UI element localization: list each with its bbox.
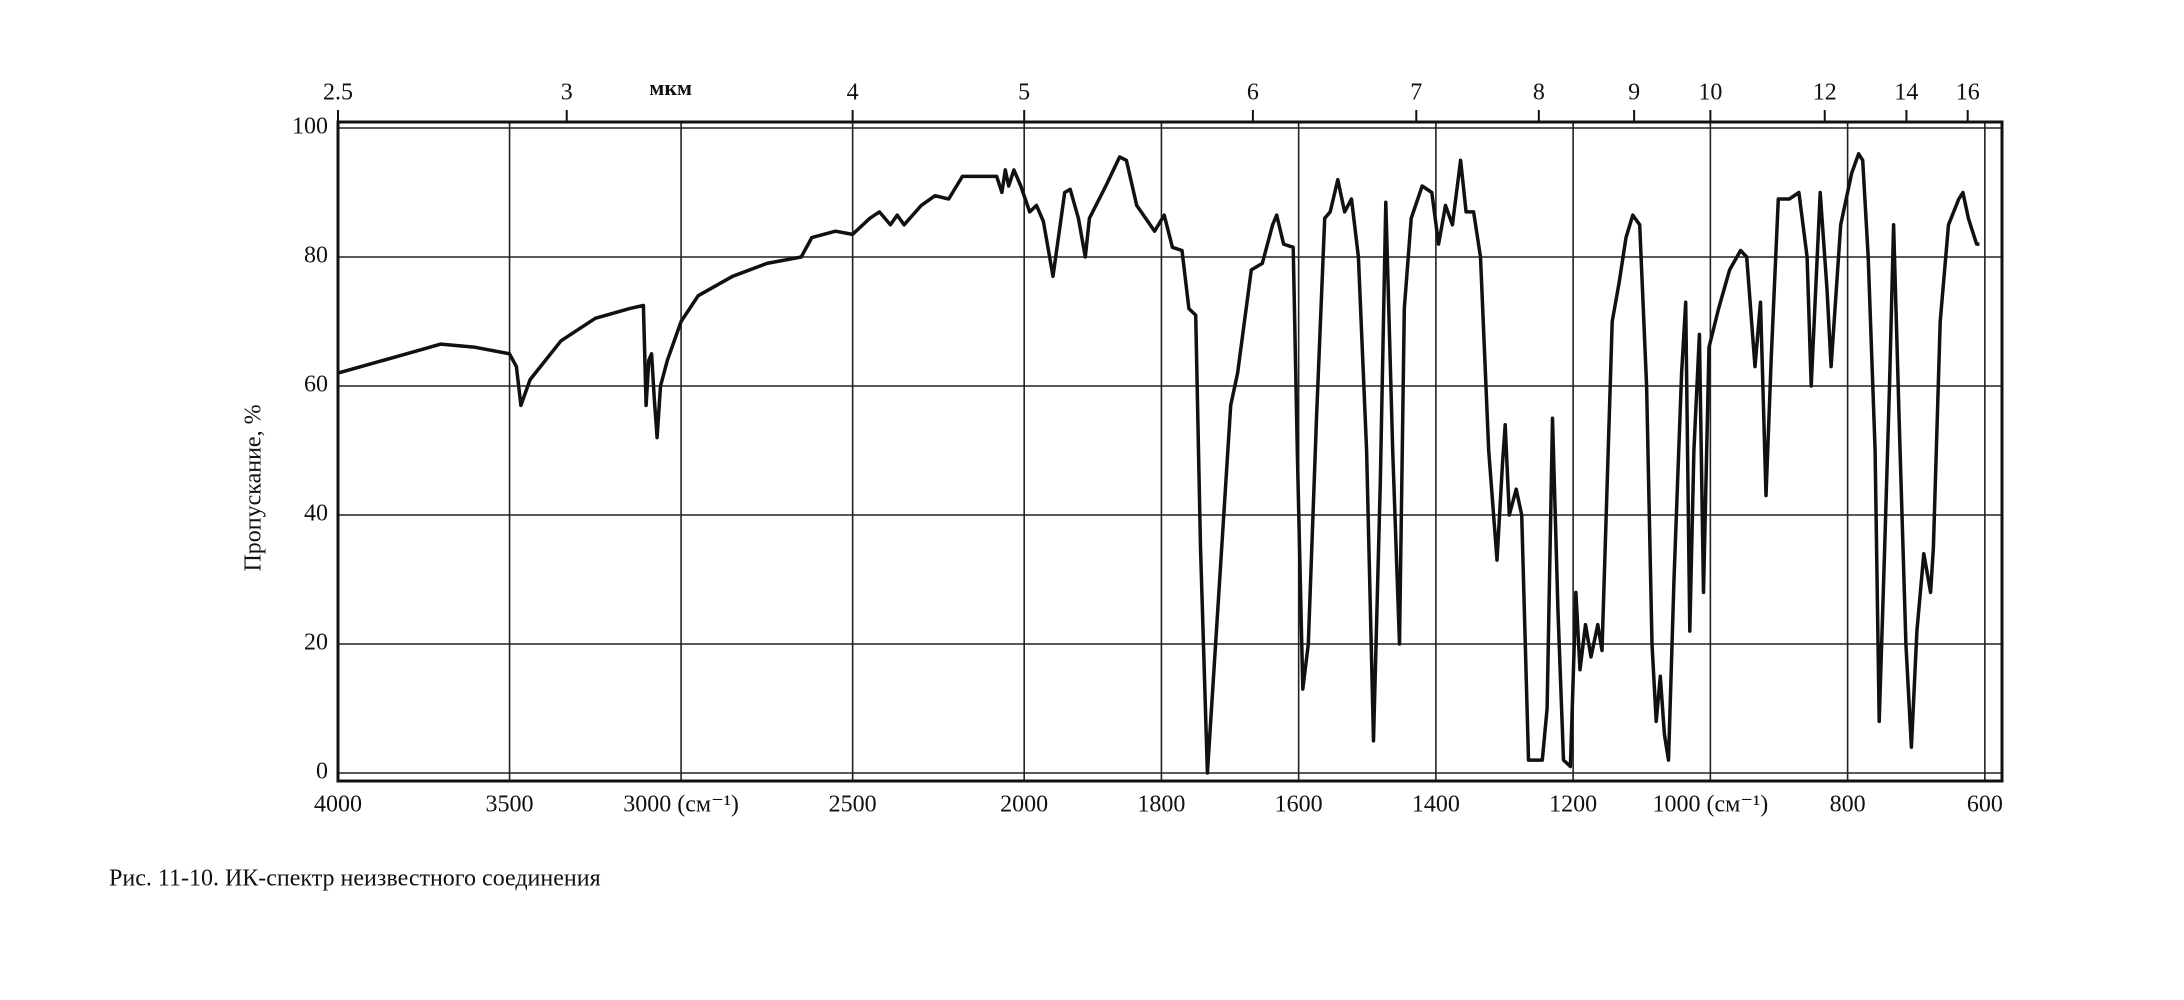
top-tick-label: 4: [847, 80, 859, 106]
plot-frame: [336, 120, 2004, 783]
x-tick-label: 1200: [1549, 792, 1597, 818]
top-tick-label: 12: [1813, 80, 1837, 106]
x-tick-label: 1400: [1412, 792, 1460, 818]
top-tick-label: 10: [1698, 80, 1722, 106]
x-tick-label: 1000 (см⁻¹): [1653, 792, 1769, 818]
y-tick-label: 60: [304, 372, 328, 398]
x-tick-label: 4000: [314, 792, 362, 818]
y-tick-label: 80: [304, 243, 328, 269]
top-tick-label: 14: [1894, 80, 1918, 106]
x-tick-label: 2500: [829, 792, 877, 818]
x-tick-label: 1800: [1137, 792, 1185, 818]
x-tick-label: 2000: [1000, 792, 1048, 818]
top-tick-label: 3: [561, 80, 573, 106]
caption: Рис. 11-10. ИК-спектр неизвестного соеди…: [109, 866, 601, 892]
y-tick-label: 100: [292, 114, 328, 140]
top-tick-label: 5: [1018, 80, 1030, 106]
y-axis-title: Пропускание, %: [241, 404, 267, 571]
top-tick-label: 8: [1533, 80, 1545, 106]
y-tick-label: 0: [316, 759, 328, 785]
top-tick-label: 7: [1410, 80, 1422, 106]
top-axis-label: мкм: [649, 75, 692, 100]
top-tick-label: 2.5: [323, 80, 353, 106]
top-tick-label: 9: [1628, 80, 1640, 106]
x-tick-label: 3500: [486, 792, 534, 818]
x-tick-label: 3000 (см⁻¹): [623, 792, 739, 818]
top-tick-label: 16: [1956, 80, 1980, 106]
x-tick-label: 800: [1830, 792, 1866, 818]
y-tick-label: 20: [304, 630, 328, 656]
x-tick-label: 600: [1967, 792, 2003, 818]
top-tick-label: 6: [1247, 80, 1259, 106]
spectrum-line: [337, 152, 1980, 775]
x-tick-label: 1600: [1275, 792, 1323, 818]
y-tick-label: 40: [304, 501, 328, 527]
